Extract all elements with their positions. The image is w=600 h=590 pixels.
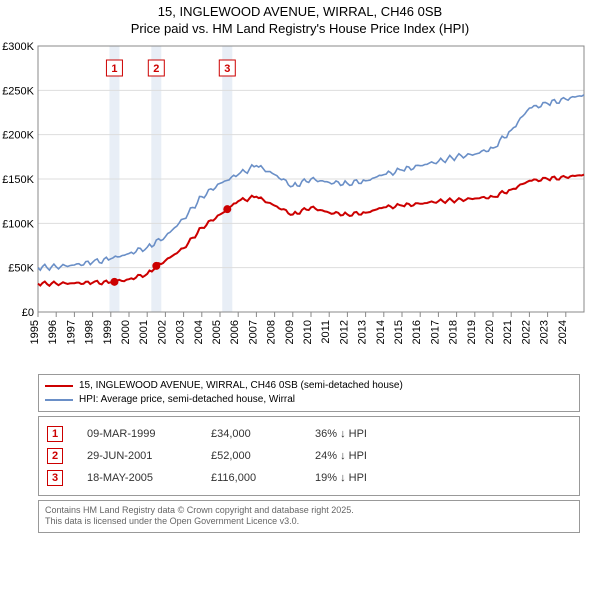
svg-text:2019: 2019 [466, 320, 478, 344]
svg-text:1: 1 [111, 63, 117, 75]
event-pct-2: 19% ↓ HPI [315, 472, 367, 484]
footer-line-2: This data is licensed under the Open Gov… [45, 516, 573, 528]
svg-text:2005: 2005 [211, 320, 223, 344]
svg-text:2015: 2015 [393, 320, 405, 344]
svg-text:3: 3 [224, 63, 230, 75]
event-row-1: 2 29-JUN-2001 £52,000 24% ↓ HPI [47, 445, 571, 467]
svg-text:£250K: £250K [2, 85, 34, 97]
event-date-1: 29-JUN-2001 [87, 450, 187, 462]
svg-text:2021: 2021 [502, 320, 514, 344]
title-line-1: 15, INGLEWOOD AVENUE, WIRRAL, CH46 0SB [0, 4, 600, 21]
svg-text:1998: 1998 [84, 320, 96, 344]
svg-text:2001: 2001 [138, 320, 150, 344]
svg-text:1995: 1995 [29, 320, 41, 344]
svg-text:2002: 2002 [156, 320, 168, 344]
svg-text:2004: 2004 [193, 320, 205, 344]
svg-text:2023: 2023 [539, 320, 551, 344]
event-row-0: 1 09-MAR-1999 £34,000 36% ↓ HPI [47, 423, 571, 445]
event-price-0: £34,000 [211, 428, 291, 440]
event-price-2: £116,000 [211, 472, 291, 484]
svg-text:2: 2 [153, 63, 159, 75]
legend-label-1: HPI: Average price, semi-detached house,… [79, 394, 295, 405]
legend-row-1: HPI: Average price, semi-detached house,… [45, 393, 573, 407]
svg-text:2000: 2000 [120, 320, 132, 344]
svg-text:2013: 2013 [357, 320, 369, 344]
event-date-0: 09-MAR-1999 [87, 428, 187, 440]
svg-text:2020: 2020 [484, 320, 496, 344]
title-line-2: Price paid vs. HM Land Registry's House … [0, 21, 600, 38]
legend-label-0: 15, INGLEWOOD AVENUE, WIRRAL, CH46 0SB (… [79, 380, 403, 391]
svg-text:2018: 2018 [448, 320, 460, 344]
svg-text:2012: 2012 [338, 320, 350, 344]
svg-text:2022: 2022 [520, 320, 532, 344]
svg-text:2011: 2011 [320, 320, 332, 344]
svg-text:2017: 2017 [429, 320, 441, 344]
legend-swatch-1 [45, 399, 73, 401]
svg-text:2007: 2007 [247, 320, 259, 344]
footer-line-1: Contains HM Land Registry data © Crown c… [45, 505, 573, 517]
svg-text:2008: 2008 [266, 320, 278, 344]
svg-text:2024: 2024 [557, 320, 569, 344]
svg-text:1996: 1996 [47, 320, 59, 344]
event-pct-1: 24% ↓ HPI [315, 450, 367, 462]
event-marker-1: 2 [47, 448, 63, 464]
event-pct-0: 36% ↓ HPI [315, 428, 367, 440]
legend-swatch-0 [45, 385, 73, 387]
event-row-2: 3 18-MAY-2005 £116,000 19% ↓ HPI [47, 467, 571, 489]
root: 15, INGLEWOOD AVENUE, WIRRAL, CH46 0SB P… [0, 0, 600, 590]
svg-text:2010: 2010 [302, 320, 314, 344]
title-block: 15, INGLEWOOD AVENUE, WIRRAL, CH46 0SB P… [0, 0, 600, 40]
svg-text:£150K: £150K [2, 174, 34, 186]
svg-text:1999: 1999 [102, 320, 114, 344]
svg-text:2014: 2014 [375, 320, 387, 344]
chart-svg: £0 £50K £100K £150K £200K £250K £300K 1995 1996 1… [0, 40, 600, 370]
event-date-2: 18-MAY-2005 [87, 472, 187, 484]
svg-text:1997: 1997 [65, 320, 77, 344]
event-price-1: £52,000 [211, 450, 291, 462]
svg-text:2009: 2009 [284, 320, 296, 344]
svg-text:2016: 2016 [411, 320, 423, 344]
svg-text:£0: £0 [22, 307, 34, 319]
svg-text:£100K: £100K [2, 218, 34, 230]
svg-text:£200K: £200K [2, 129, 34, 141]
legend: 15, INGLEWOOD AVENUE, WIRRAL, CH46 0SB (… [38, 374, 580, 412]
chart: £0 £50K £100K £150K £200K £250K £300K 1995 1996 1… [0, 40, 600, 370]
svg-text:£300K: £300K [2, 41, 34, 53]
event-marker-2: 3 [47, 470, 63, 486]
footer: Contains HM Land Registry data © Crown c… [38, 500, 580, 533]
event-marker-0: 1 [47, 426, 63, 442]
svg-text:£50K: £50K [8, 262, 34, 274]
events-table: 1 09-MAR-1999 £34,000 36% ↓ HPI 2 29-JUN… [38, 416, 580, 496]
legend-row-0: 15, INGLEWOOD AVENUE, WIRRAL, CH46 0SB (… [45, 379, 573, 393]
svg-text:2003: 2003 [175, 320, 187, 344]
svg-text:2006: 2006 [229, 320, 241, 344]
